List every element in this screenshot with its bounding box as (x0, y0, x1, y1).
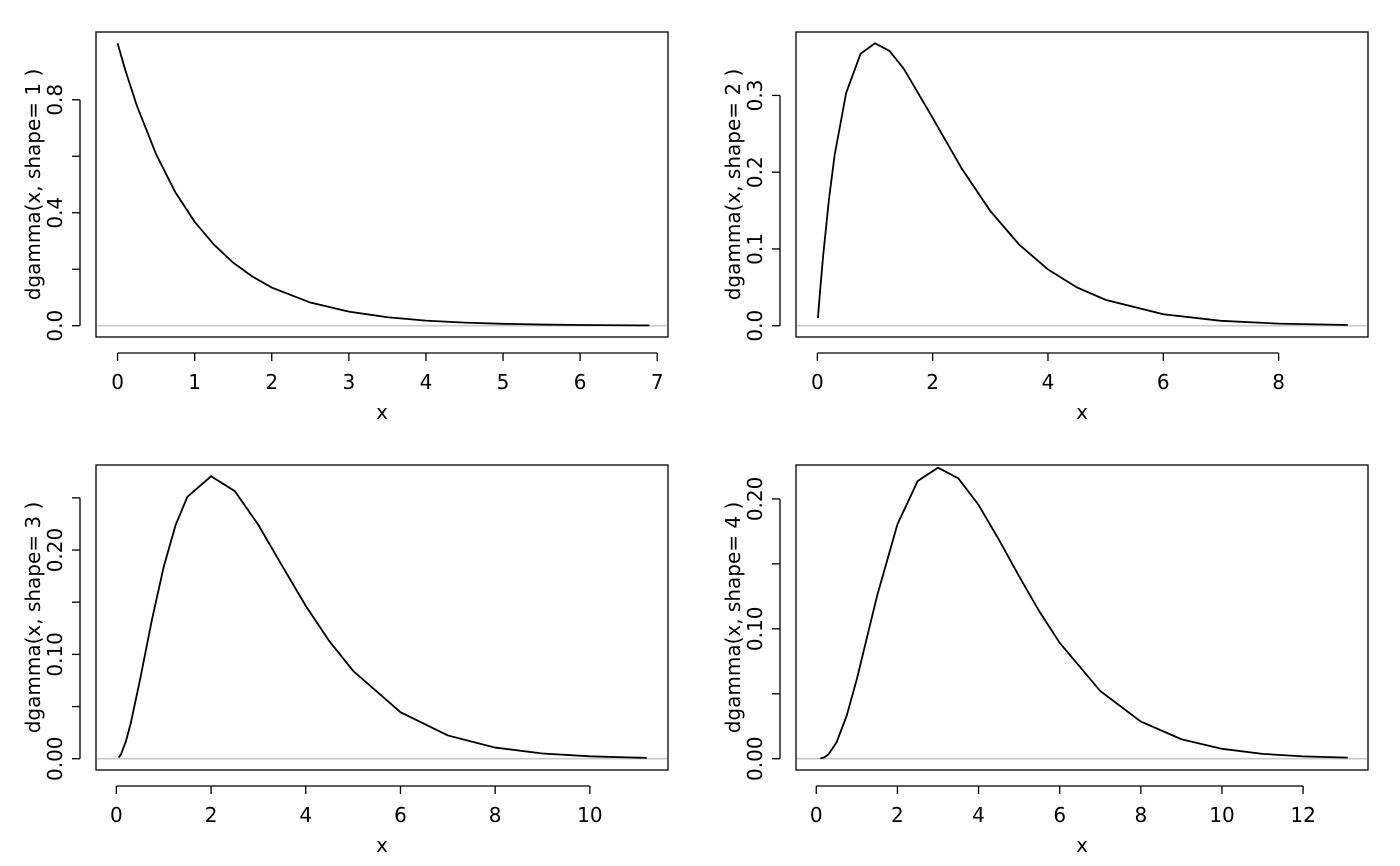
y-axis-label: dgamma(x, shape= 2 ) (721, 69, 745, 301)
density-curve (820, 466, 1348, 760)
x-tick-label: 7 (651, 370, 664, 394)
plot-frame (95, 464, 669, 771)
density-curve (817, 42, 1348, 326)
x-tick-label: 0 (110, 803, 123, 827)
x-tick-label: 2 (891, 803, 904, 827)
y-tick-label: 0.3 (743, 80, 767, 112)
y-axis-label: dgamma(x, shape= 1 ) (21, 69, 45, 301)
y-axis-label: dgamma(x, shape= 3 ) (21, 502, 45, 734)
y-tick-label: 0.20 (743, 477, 767, 522)
x-tick-label: 6 (1053, 803, 1066, 827)
x-tick-label: 6 (394, 803, 407, 827)
plot-frame (795, 464, 1369, 771)
y-tick-label: 0.10 (743, 607, 767, 652)
x-tick-label: 0 (811, 370, 824, 394)
y-tick-label: 0.20 (43, 528, 67, 573)
y-tick-label: 0.1 (743, 233, 767, 265)
x-tick-label: 10 (577, 803, 602, 827)
y-tick-label: 0.10 (43, 632, 67, 677)
x-tick-label: 2 (265, 370, 278, 394)
density-curve (117, 475, 647, 759)
y-tick-label: 0.0 (743, 310, 767, 342)
x-axis-label: x (1076, 400, 1088, 424)
x-axis-label: x (1076, 833, 1088, 857)
y-tick-label: 0.4 (43, 197, 67, 229)
x-tick-label: 10 (1209, 803, 1234, 827)
x-tick-label: 8 (489, 803, 502, 827)
x-tick-label: 12 (1290, 803, 1315, 827)
x-tick-label: 4 (420, 370, 433, 394)
x-tick-label: 6 (1157, 370, 1170, 394)
y-tick-label: 0.00 (43, 736, 67, 781)
y-tick-label: 0.8 (43, 84, 67, 116)
x-tick-label: 4 (972, 803, 985, 827)
x-tick-label: 2 (926, 370, 939, 394)
x-tick-label: 0 (810, 803, 823, 827)
x-tick-label: 5 (497, 370, 510, 394)
x-tick-label: 8 (1134, 803, 1147, 827)
x-tick-label: 8 (1272, 370, 1285, 394)
x-axis-label: x (376, 833, 388, 857)
x-tick-label: 1 (188, 370, 201, 394)
x-tick-label: 6 (574, 370, 587, 394)
y-tick-label: 0.0 (43, 310, 67, 342)
plot-frame (95, 31, 669, 338)
x-tick-label: 4 (1042, 370, 1055, 394)
x-tick-label: 0 (111, 370, 124, 394)
y-axis-label: dgamma(x, shape= 4 ) (721, 502, 745, 734)
plot-frame (795, 31, 1369, 338)
y-tick-label: 0.2 (743, 156, 767, 188)
x-tick-label: 4 (299, 803, 312, 827)
density-curve (116, 43, 650, 327)
y-tick-label: 0.00 (743, 736, 767, 781)
x-axis-label: x (376, 400, 388, 424)
x-tick-label: 3 (342, 370, 355, 394)
x-tick-label: 2 (205, 803, 218, 827)
